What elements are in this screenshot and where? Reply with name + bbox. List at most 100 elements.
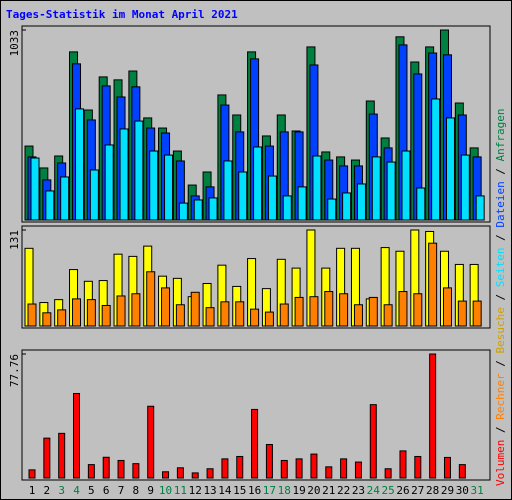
x-tick-label: 25 [382, 484, 395, 497]
bar [325, 466, 333, 479]
bar [147, 405, 155, 479]
bar [295, 458, 303, 479]
bar [431, 98, 441, 221]
bar [399, 450, 407, 479]
bar [253, 146, 263, 221]
x-tick-label: 26 [396, 484, 409, 497]
bar [223, 160, 233, 221]
legend-separator: / [494, 287, 507, 307]
bar [386, 161, 396, 221]
bar [398, 291, 408, 327]
bar [42, 312, 52, 327]
bar [57, 309, 67, 327]
bar [30, 157, 40, 221]
bar [162, 471, 170, 479]
bar [294, 296, 304, 327]
bar [75, 108, 85, 221]
bar [312, 155, 322, 221]
bar [131, 293, 141, 327]
bar [442, 287, 452, 327]
legend: Volumen / Rechner / Besuche / Seiten / D… [494, 108, 507, 486]
bar [369, 404, 377, 479]
bar [472, 300, 482, 327]
bar [104, 144, 114, 221]
bar [353, 304, 363, 327]
x-tick-label: 29 [441, 484, 454, 497]
bar [327, 198, 337, 221]
bar [43, 437, 51, 479]
bar [342, 192, 352, 221]
x-tick-label: 5 [88, 484, 95, 497]
bar [356, 183, 366, 221]
legend-entry: Seiten [494, 248, 507, 288]
bar [87, 464, 95, 479]
bar [102, 456, 110, 479]
bar [460, 154, 470, 221]
x-tick-label: 18 [278, 484, 291, 497]
bar [443, 456, 451, 479]
bar [280, 459, 288, 479]
bar [193, 199, 203, 221]
bar [458, 464, 466, 479]
bar [238, 171, 248, 221]
x-tick-label: 27 [411, 484, 424, 497]
x-tick-label: 28 [426, 484, 439, 497]
bar [86, 299, 96, 327]
legend-entry: Rechner [494, 373, 507, 420]
legend-entry: Dateien [494, 181, 507, 227]
x-tick-label: 10 [159, 484, 172, 497]
bar [117, 459, 125, 479]
bar [368, 296, 378, 327]
x-tick-label: 13 [203, 484, 216, 497]
x-tick-label: 8 [133, 484, 140, 497]
x-tick-label: 1 [29, 484, 36, 497]
legend-separator: / [494, 228, 507, 248]
bar [445, 117, 455, 221]
y-tick-label: 77.76 [8, 354, 21, 387]
bar [267, 175, 277, 221]
bar [371, 156, 381, 221]
bar [310, 453, 318, 479]
x-tick-label: 12 [189, 484, 202, 497]
bar [220, 301, 230, 327]
bar [72, 298, 82, 327]
bar [282, 195, 292, 221]
bar [428, 242, 438, 327]
bar [101, 304, 111, 327]
bar [324, 291, 334, 327]
bar [205, 307, 215, 327]
legend-entry: Volumen [494, 440, 507, 486]
legend-separator: / [494, 354, 507, 374]
bar [28, 469, 36, 479]
bar [297, 186, 307, 221]
x-tick-label: 15 [233, 484, 246, 497]
x-tick-label: 19 [292, 484, 305, 497]
bar [206, 468, 214, 479]
bar [250, 308, 260, 327]
bar [264, 311, 274, 327]
bar [221, 458, 229, 479]
bar [457, 300, 467, 327]
x-tick-label: 24 [367, 484, 381, 497]
bar [58, 432, 66, 479]
x-tick-label: 11 [174, 484, 187, 497]
x-tick-label: 22 [337, 484, 350, 497]
bar [354, 461, 362, 479]
legend-separator: / [494, 420, 507, 440]
bar [178, 202, 188, 221]
x-tick-label: 17 [263, 484, 276, 497]
bar [339, 293, 349, 327]
bar [265, 444, 273, 479]
bar [429, 353, 437, 479]
bar [384, 468, 392, 479]
bar [27, 303, 37, 327]
x-tick-label: 20 [307, 484, 320, 497]
bar [89, 169, 99, 221]
bar [309, 296, 319, 327]
x-tick-label: 31 [471, 484, 484, 497]
bar [149, 150, 159, 221]
x-tick-label: 4 [73, 484, 80, 497]
bar [413, 293, 423, 327]
bar [235, 301, 245, 327]
